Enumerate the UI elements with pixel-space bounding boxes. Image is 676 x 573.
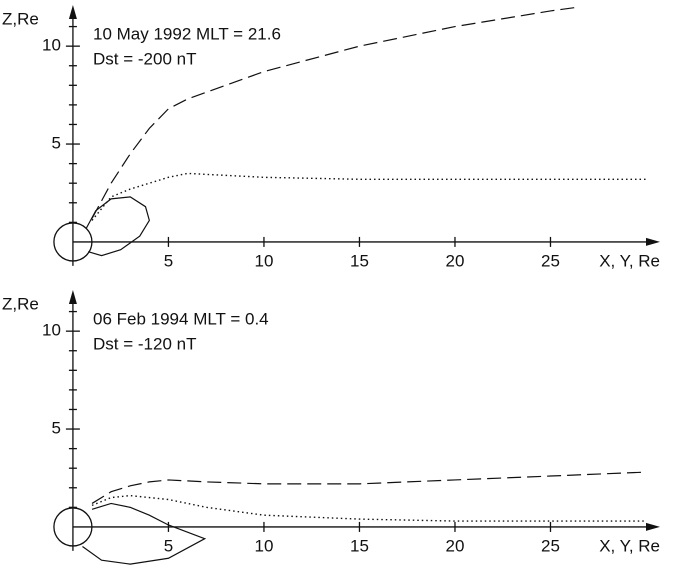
- x-tick-label: 5: [164, 536, 173, 555]
- annotation: Dst = -120 nT: [93, 334, 196, 353]
- annotation: 06 Feb 1994 MLT = 0.4: [93, 309, 269, 328]
- x-tick-label: 25: [541, 251, 560, 270]
- x-tick-label: 10: [254, 251, 273, 270]
- x-tick-label: 15: [350, 536, 369, 555]
- annotation: Dst = -200 nT: [93, 49, 196, 68]
- x-axis-arrow: [646, 522, 660, 531]
- x-axis-label: X, Y, Re: [599, 251, 660, 270]
- x-tick-label: 15: [350, 251, 369, 270]
- y-tick-label: 10: [42, 321, 61, 340]
- x-tick-label: 10: [254, 536, 273, 555]
- field-line: [91, 172, 646, 221]
- x-tick-label: 5: [164, 251, 173, 270]
- y-tick-label: 10: [42, 36, 61, 55]
- field-line: [85, 196, 150, 257]
- y-axis-label: Z,Re: [2, 294, 39, 313]
- y-axis-arrow: [68, 5, 77, 19]
- field-line: [91, 471, 647, 504]
- x-tick-label: 25: [541, 536, 560, 555]
- x-tick-label: 20: [446, 251, 465, 270]
- x-tick-label: 20: [446, 536, 465, 555]
- y-tick-label: 5: [51, 134, 60, 153]
- y-axis-label: Z,Re: [2, 9, 39, 28]
- y-axis-arrow: [68, 290, 77, 304]
- y-tick-label: 5: [51, 419, 60, 438]
- x-axis-arrow: [646, 237, 660, 246]
- field-line: [91, 6, 580, 219]
- field-line: [91, 494, 646, 522]
- x-axis-label: X, Y, Re: [599, 536, 660, 555]
- annotation: 10 May 1992 MLT = 21.6: [93, 24, 281, 43]
- field-line: [82, 502, 207, 565]
